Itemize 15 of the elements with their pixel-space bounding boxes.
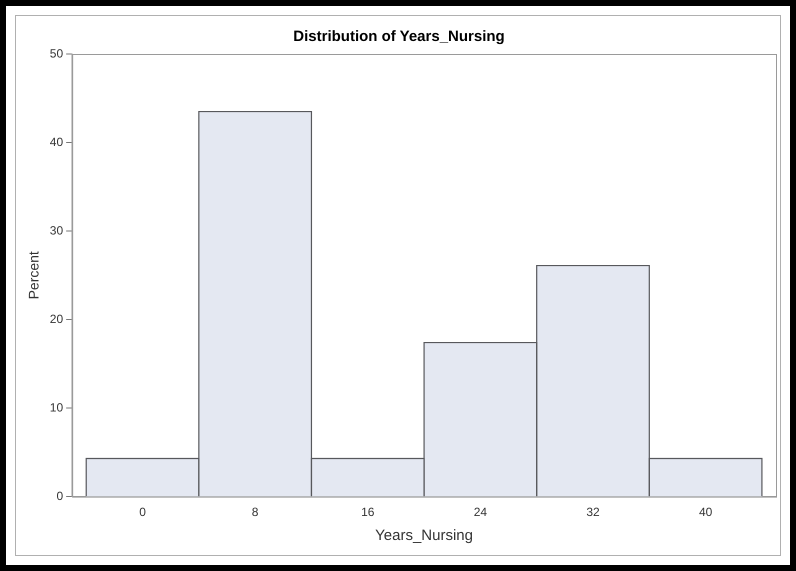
y-tick-label: 50 (50, 46, 64, 60)
y-tick-label: 40 (50, 134, 64, 149)
x-tick-label: 32 (586, 505, 600, 520)
x-tick-label: 16 (361, 505, 375, 520)
x-tick-label: 24 (474, 505, 488, 520)
y-axis-title: Percent (25, 251, 42, 300)
y-tick-label: 10 (50, 400, 64, 414)
y-tick-label: 0 (56, 488, 64, 503)
x-tick-label: 8 (252, 505, 259, 520)
x-axis-title: Years_Nursing (375, 527, 473, 544)
x-tick-label: 0 (139, 505, 146, 520)
x-tick-label: 40 (698, 505, 713, 520)
y-tick-label: 30 (50, 223, 64, 238)
y-tick-label: 20 (50, 312, 64, 326)
chart-title: Distribution of Years_Nursing (293, 28, 505, 46)
